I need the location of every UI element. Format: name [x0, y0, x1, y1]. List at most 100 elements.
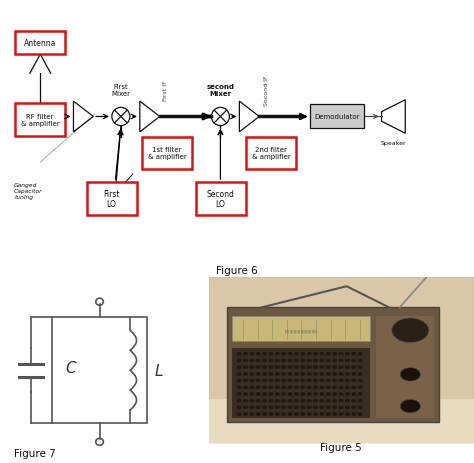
Circle shape	[244, 400, 247, 402]
Circle shape	[339, 413, 343, 415]
Text: First
Mixer: First Mixer	[111, 84, 130, 97]
Circle shape	[314, 353, 318, 355]
Text: Ganged
Capacitor
tuning: Ganged Capacitor tuning	[14, 183, 43, 200]
Circle shape	[244, 373, 247, 375]
Circle shape	[301, 359, 305, 362]
Circle shape	[339, 353, 343, 355]
Circle shape	[294, 359, 298, 362]
Circle shape	[288, 366, 292, 369]
Circle shape	[327, 353, 330, 355]
Circle shape	[307, 380, 311, 382]
Circle shape	[333, 406, 337, 409]
Circle shape	[346, 366, 349, 369]
Text: L: L	[155, 363, 163, 378]
Circle shape	[358, 386, 362, 388]
Text: second
Mixer: second Mixer	[206, 84, 235, 97]
Circle shape	[327, 413, 330, 415]
Circle shape	[339, 366, 343, 369]
Circle shape	[244, 406, 247, 409]
Circle shape	[275, 359, 279, 362]
Circle shape	[301, 393, 305, 395]
Circle shape	[275, 413, 279, 415]
Circle shape	[237, 366, 241, 369]
Circle shape	[358, 413, 362, 415]
Circle shape	[244, 413, 247, 415]
Circle shape	[256, 380, 260, 382]
Circle shape	[358, 406, 362, 409]
Circle shape	[314, 406, 318, 409]
FancyBboxPatch shape	[209, 399, 474, 443]
Circle shape	[237, 400, 241, 402]
Circle shape	[282, 366, 285, 369]
Circle shape	[237, 413, 241, 415]
Circle shape	[237, 353, 241, 355]
Circle shape	[282, 373, 285, 375]
Circle shape	[263, 366, 266, 369]
Circle shape	[237, 359, 241, 362]
Text: Speaker: Speaker	[381, 141, 406, 146]
Circle shape	[263, 406, 266, 409]
Circle shape	[333, 380, 337, 382]
Circle shape	[327, 393, 330, 395]
Circle shape	[352, 413, 356, 415]
Circle shape	[320, 386, 324, 388]
Circle shape	[400, 400, 420, 413]
FancyBboxPatch shape	[142, 138, 192, 170]
Circle shape	[352, 353, 356, 355]
Circle shape	[346, 380, 349, 382]
Circle shape	[250, 400, 254, 402]
Circle shape	[327, 359, 330, 362]
Circle shape	[301, 413, 305, 415]
Circle shape	[250, 373, 254, 375]
Circle shape	[392, 318, 429, 343]
Circle shape	[256, 400, 260, 402]
Circle shape	[256, 366, 260, 369]
Circle shape	[269, 373, 273, 375]
Circle shape	[314, 413, 318, 415]
Circle shape	[269, 406, 273, 409]
Circle shape	[307, 366, 311, 369]
Circle shape	[269, 400, 273, 402]
Circle shape	[301, 353, 305, 355]
Circle shape	[339, 406, 343, 409]
Circle shape	[294, 386, 298, 388]
Circle shape	[294, 400, 298, 402]
Circle shape	[250, 353, 254, 355]
Circle shape	[339, 373, 343, 375]
Circle shape	[282, 380, 285, 382]
Circle shape	[352, 406, 356, 409]
Circle shape	[269, 359, 273, 362]
Circle shape	[244, 366, 247, 369]
Circle shape	[282, 406, 285, 409]
Circle shape	[307, 413, 311, 415]
Circle shape	[333, 386, 337, 388]
Circle shape	[320, 373, 324, 375]
Circle shape	[294, 406, 298, 409]
Circle shape	[250, 366, 254, 369]
Circle shape	[263, 373, 266, 375]
Circle shape	[301, 400, 305, 402]
Circle shape	[244, 393, 247, 395]
Circle shape	[358, 373, 362, 375]
Circle shape	[307, 386, 311, 388]
Circle shape	[244, 359, 247, 362]
Circle shape	[358, 366, 362, 369]
Text: 2nd filter
& amplifier: 2nd filter & amplifier	[252, 147, 291, 160]
Text: First IF: First IF	[164, 81, 168, 101]
Circle shape	[314, 373, 318, 375]
Circle shape	[314, 386, 318, 388]
Circle shape	[358, 353, 362, 355]
Circle shape	[263, 353, 266, 355]
Circle shape	[256, 406, 260, 409]
Circle shape	[358, 400, 362, 402]
Circle shape	[282, 400, 285, 402]
Circle shape	[294, 393, 298, 395]
FancyBboxPatch shape	[376, 317, 434, 419]
Circle shape	[301, 366, 305, 369]
Circle shape	[275, 366, 279, 369]
Circle shape	[237, 373, 241, 375]
Circle shape	[288, 400, 292, 402]
Circle shape	[320, 366, 324, 369]
FancyBboxPatch shape	[15, 32, 65, 55]
FancyBboxPatch shape	[246, 138, 296, 170]
